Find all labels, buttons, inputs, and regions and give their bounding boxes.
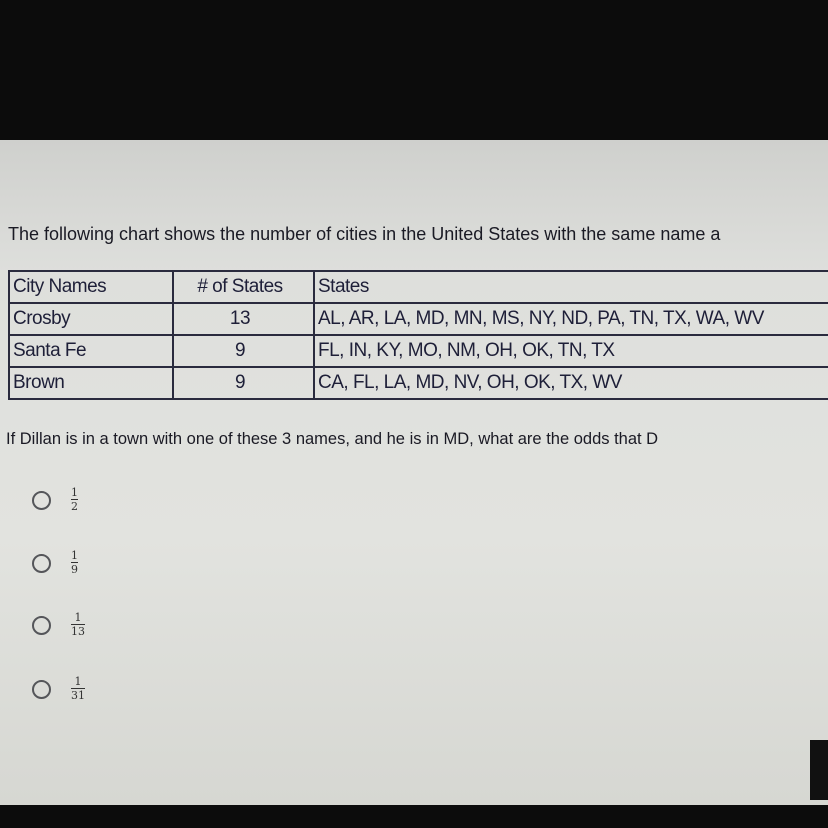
header-city-names: City Names <box>8 270 174 304</box>
table-row: Santa Fe 9 FL, IN, KY, MO, NM, OH, OK, T… <box>8 334 828 368</box>
table-row: Brown 9 CA, FL, LA, MD, NV, OH, OK, TX, … <box>8 366 828 400</box>
denominator: 31 <box>71 688 85 702</box>
table-row: Crosby 13 AL, AR, LA, MD, MN, MS, NY, ND… <box>8 302 828 336</box>
numerator: 1 <box>71 549 78 562</box>
table-header-row: City Names # of States States <box>8 270 828 304</box>
denominator: 13 <box>71 624 85 638</box>
city-name: Santa Fe <box>8 334 174 368</box>
numerator: 1 <box>71 486 78 499</box>
state-count: 9 <box>172 334 315 368</box>
radio-button[interactable] <box>32 553 51 573</box>
fraction: 1 31 <box>71 676 85 702</box>
radio-button[interactable] <box>32 490 51 510</box>
state-list: FL, IN, KY, MO, NM, OH, OK, TN, TX <box>313 334 828 368</box>
numerator: 1 <box>74 611 82 624</box>
state-list: AL, AR, LA, MD, MN, MS, NY, ND, PA, TN, … <box>313 302 828 336</box>
fraction: 1 13 <box>71 612 85 638</box>
state-list: CA, FL, LA, MD, NV, OH, OK, TX, WV <box>313 366 828 400</box>
screen: The following chart shows the number of … <box>0 140 828 805</box>
radio-button[interactable] <box>32 679 51 699</box>
city-name: Brown <box>8 366 174 400</box>
question-text: If Dillan is in a town with one of these… <box>6 430 659 448</box>
denominator: 9 <box>71 562 78 576</box>
denominator: 2 <box>71 499 78 513</box>
header-states: States <box>313 270 828 304</box>
state-count: 13 <box>172 302 315 336</box>
radio-button[interactable] <box>32 615 51 635</box>
header-num-states: # of States <box>172 270 315 304</box>
intro-text: The following chart shows the number of … <box>8 224 721 244</box>
answer-option-4[interactable]: 1 31 <box>32 676 85 702</box>
city-name: Crosby <box>8 302 174 336</box>
numerator: 1 <box>74 675 82 688</box>
cities-table: City Names # of States States Crosby 13 … <box>8 270 828 400</box>
screen-corner-bezel <box>810 740 828 800</box>
state-count: 9 <box>172 366 315 400</box>
answer-option-3[interactable]: 1 13 <box>32 612 85 638</box>
